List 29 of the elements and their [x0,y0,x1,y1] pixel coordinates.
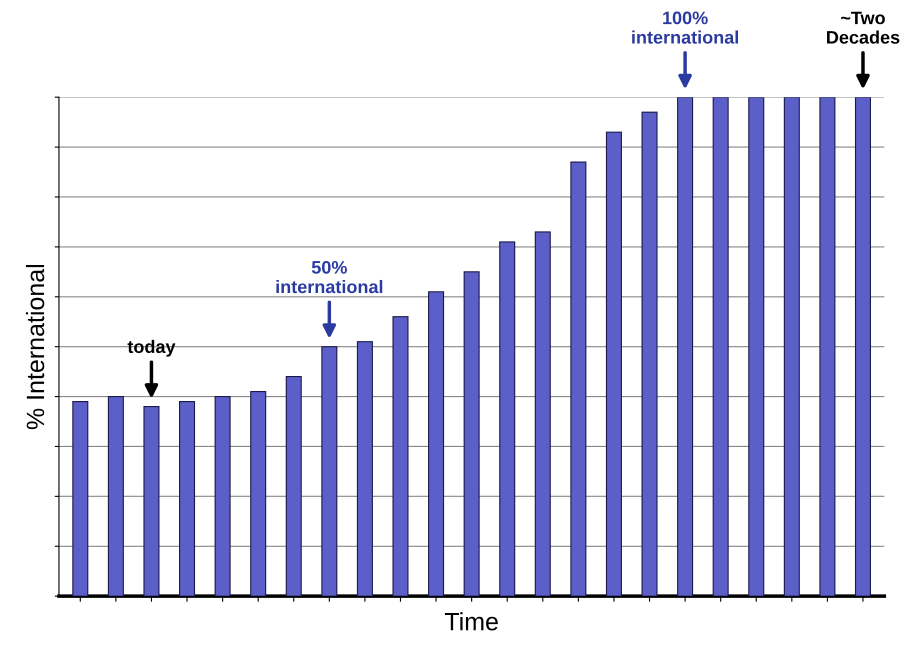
bar [534,231,551,596]
text: 100% international [632,12,738,44]
bar [819,97,836,596]
bar [641,112,658,596]
text: ~Two Decades [827,12,900,44]
bar [356,341,373,596]
x-axis-title: Time [444,612,498,630]
bar [606,132,622,596]
bar [392,316,409,596]
annotation: today [128,340,176,357]
bar [854,97,872,596]
bar [570,162,586,596]
bar [677,97,694,596]
bar [143,406,160,596]
bar [464,271,480,596]
bar [748,97,764,596]
bar [499,241,516,596]
bar [712,97,729,596]
bar [214,396,231,596]
bar [250,391,266,596]
bar [108,396,124,596]
annotation: 50% international [276,260,382,294]
bar [321,346,338,596]
bar [784,97,800,596]
bar [179,401,196,596]
bar [72,401,88,596]
bar [428,291,444,596]
y-axis-title: % International [26,264,44,430]
bar [286,376,302,596]
